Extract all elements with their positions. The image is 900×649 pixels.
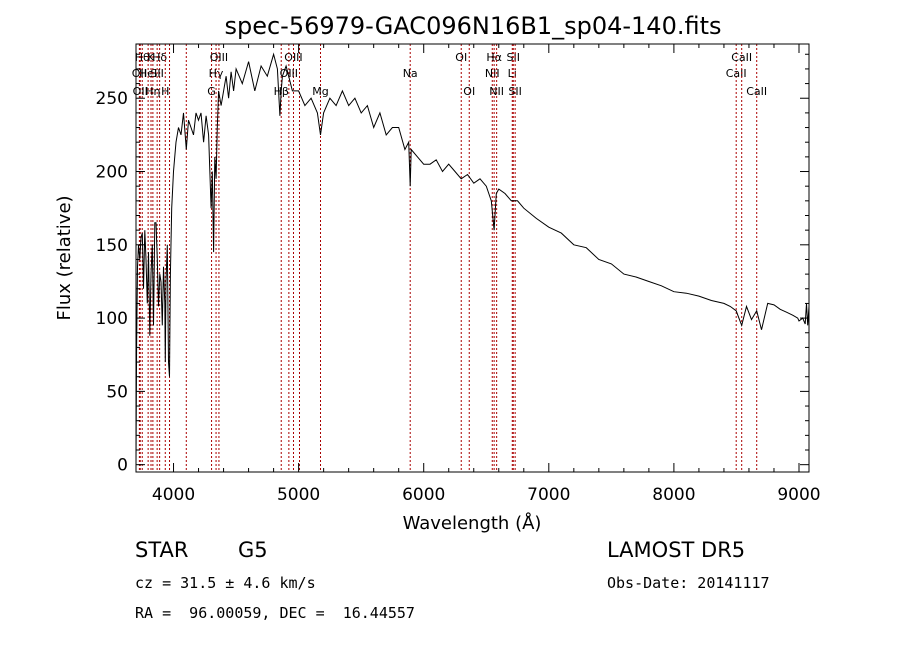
- y-tick-label: 50: [106, 382, 128, 402]
- object-class: STAR: [135, 538, 189, 562]
- line-marker-label: CaII: [731, 51, 752, 64]
- line-marker-label: Na: [403, 67, 418, 80]
- coordinates: RA = 96.00059, DEC = 16.44557: [135, 604, 415, 622]
- survey-name: LAMOST DR5: [607, 538, 746, 562]
- line-marker-label: NII: [485, 67, 500, 80]
- line-marker-label: NII: [489, 85, 504, 98]
- line-marker-label: OI: [455, 51, 467, 64]
- y-tick-label: 100: [96, 309, 128, 329]
- line-marker-label: SII: [508, 85, 521, 98]
- x-axis: 4000 5000 6000 7000 8000 9000: [152, 44, 821, 505]
- observation-date: Obs-Date: 20141117: [607, 574, 770, 592]
- x-tick-label: 9000: [777, 485, 820, 505]
- y-tick-label: 200: [96, 163, 128, 183]
- y-tick-label: 250: [96, 89, 128, 109]
- line-marker-label: OI: [463, 85, 475, 98]
- x-tick-label: 6000: [402, 485, 445, 505]
- spectrum-chart: spec-56979-GAC096N16B1_sp04-140.fits HθK…: [54, 12, 821, 534]
- line-marker-label: Hδ: [152, 51, 167, 64]
- line-marker-label: SII: [150, 67, 163, 80]
- line-marker-label: H: [161, 85, 169, 98]
- line-marker-label: Hα: [486, 51, 502, 64]
- y-tick-label: 0: [117, 456, 128, 476]
- line-marker-label: Li: [508, 67, 517, 80]
- y-tick-label: 150: [96, 236, 128, 256]
- line-marker-label: CaII: [746, 85, 767, 98]
- line-marker-label: OIII: [210, 51, 228, 64]
- x-tick-label: 5000: [277, 485, 320, 505]
- line-marker-label: Mg: [312, 85, 328, 98]
- object-subclass: G5: [238, 538, 268, 562]
- spectrum-series: [136, 52, 809, 465]
- line-marker-label: G: [207, 85, 216, 98]
- plot-frame: [135, 43, 810, 473]
- line-marker-label: K: [147, 51, 155, 64]
- spectrum-line: [136, 52, 809, 465]
- line-marker-label: CaII: [726, 67, 747, 80]
- x-tick-label: 7000: [527, 485, 570, 505]
- x-tick-label: 8000: [652, 485, 695, 505]
- x-tick-label: 4000: [152, 485, 195, 505]
- line-marker-label: Hη: [145, 85, 160, 98]
- y-axis-label: Flux (relative): [54, 195, 75, 320]
- chart-title: spec-56979-GAC096N16B1_sp04-140.fits: [224, 12, 721, 40]
- line-marker-label: Hγ: [209, 67, 224, 80]
- x-axis-label: Wavelength (Å): [403, 512, 542, 534]
- y-axis: 0 50 100 150 200 250: [96, 53, 809, 476]
- redshift-velocity: cz = 31.5 ± 4.6 km/s: [135, 574, 316, 592]
- line-marker-label: SII: [507, 51, 520, 64]
